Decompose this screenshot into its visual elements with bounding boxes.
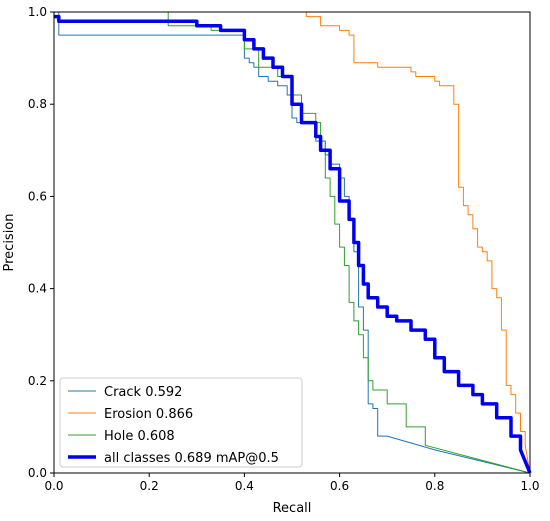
y-tick-label: 1.0: [28, 5, 47, 19]
legend-label-3: all classes 0.689 mAP@0.5: [104, 451, 279, 466]
x-tick-label: 0.0: [44, 479, 63, 493]
y-tick-label: 0.0: [28, 466, 47, 480]
legend: Crack 0.592 Erosion 0.866 Hole 0.608 all cl…: [59, 377, 303, 468]
series-line-2: [54, 11, 531, 474]
series-layer: [54, 11, 532, 474]
x-tick-label: 0.6: [330, 479, 349, 493]
y-tick-label: 0.4: [28, 282, 47, 296]
series-line-1: [54, 11, 531, 474]
x-tick-label: 0.8: [425, 479, 444, 493]
legend-label-1: Erosion 0.866: [104, 407, 193, 422]
x-tick-label: 0.4: [235, 479, 254, 493]
legend-label-2: Hole 0.608: [104, 429, 175, 444]
series-line-3: [54, 14, 532, 474]
x-axis: 0.0 0.2 0.4 0.6 0.8 1.0: [44, 473, 540, 493]
y-axis-label: Precision: [2, 213, 17, 271]
y-tick-label: 0.2: [28, 374, 47, 388]
y-tick-label: 0.8: [28, 97, 47, 111]
x-tick-label: 0.2: [140, 479, 159, 493]
y-axis: 0.0 0.2 0.4 0.6 0.8 1.0: [28, 5, 54, 480]
y-tick-label: 0.6: [28, 189, 47, 203]
plot-frame: [53, 11, 531, 474]
x-tick-label: 1.0: [520, 479, 539, 493]
x-axis-label: Recall: [273, 501, 312, 516]
legend-box: [59, 377, 303, 468]
legend-label-0: Crack 0.592: [104, 385, 182, 400]
